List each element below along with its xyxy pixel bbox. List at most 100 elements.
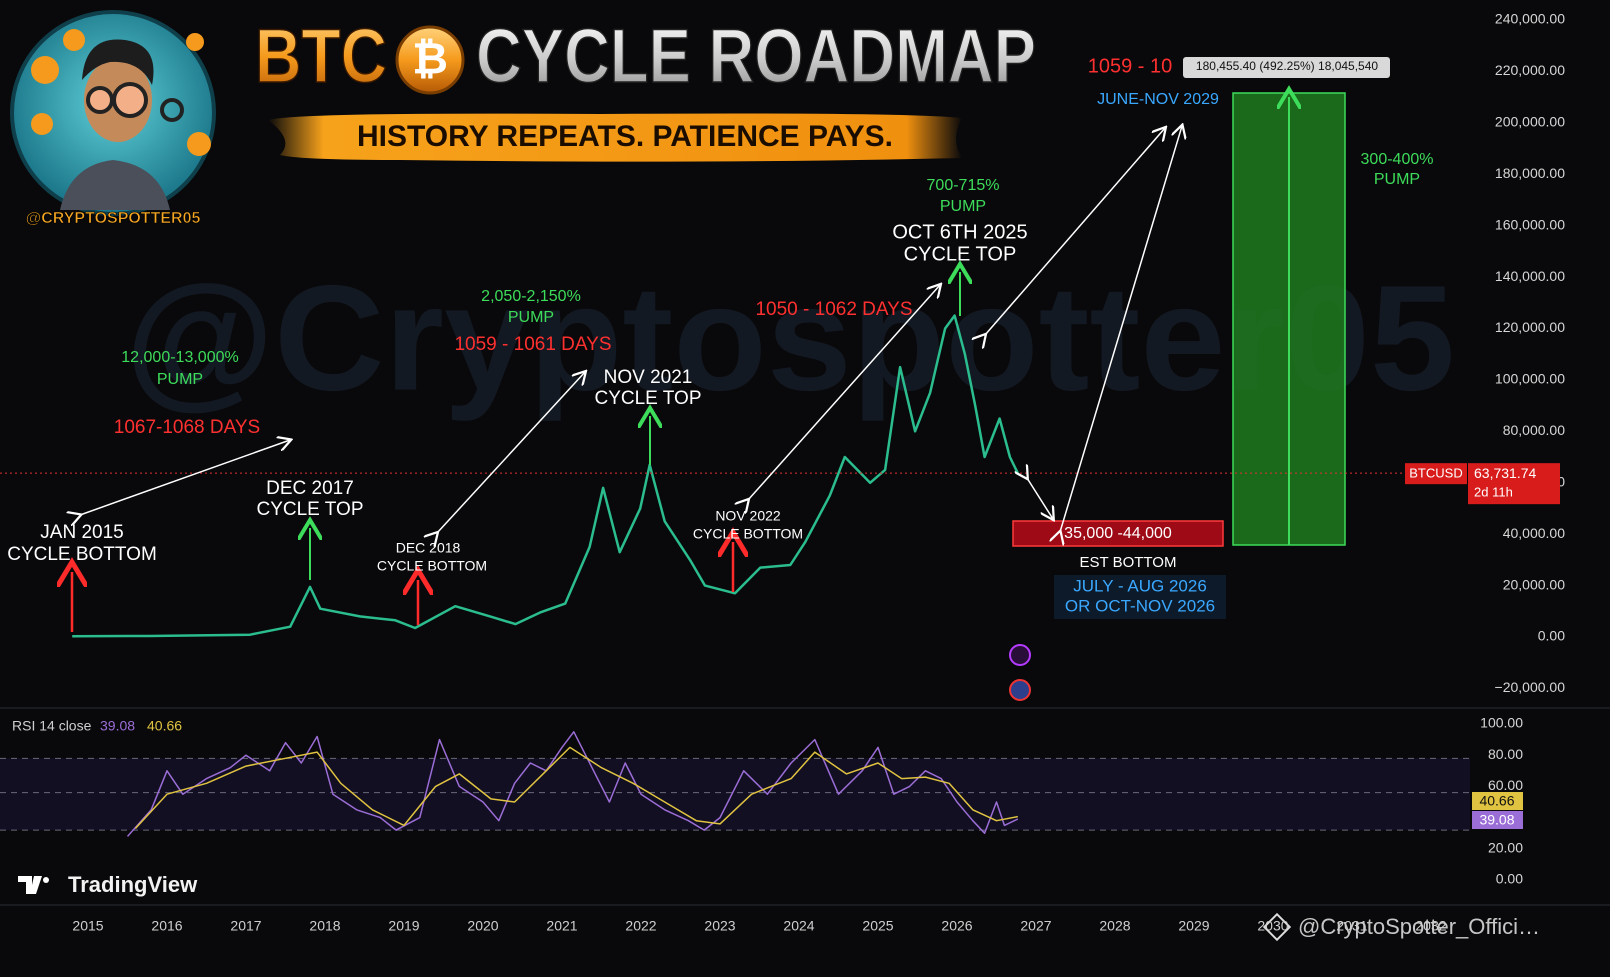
title-icon-coin [395, 25, 465, 95]
date-box [1054, 575, 1226, 619]
tradingview-brand: TradingView [68, 872, 198, 897]
y-tick-label: 20,000.00 [1503, 576, 1565, 592]
x-tick-label: 2022 [625, 918, 656, 934]
annotation: PUMP [1374, 171, 1420, 188]
x-tick-label: 2031 [1336, 918, 1367, 934]
rsi-badge-label: 40.66 [1479, 793, 1514, 809]
annotation: PUMP [508, 309, 554, 326]
y-tick-label: 0.00 [1496, 871, 1523, 887]
rsi-legend-value: 39.08 [100, 718, 135, 734]
y-tick-label: 20.00 [1488, 840, 1523, 856]
subtitle: HISTORY REPEATS. PATIENCE PAYS. [357, 120, 893, 153]
annotation: JUNE-NOV 2029 [1097, 91, 1219, 108]
annotation-arrow [748, 285, 940, 500]
annotation: 12,000-13,000% [121, 349, 238, 366]
series-line [72, 314, 1019, 638]
annotation-arrow [1027, 478, 1053, 519]
rsi-badge-label: 39.08 [1479, 812, 1514, 828]
y-tick-label: 180,000.00 [1495, 165, 1565, 181]
annotation: DEC 2017 [266, 478, 354, 499]
credit-icon [1262, 912, 1292, 942]
x-tick-label: 2030 [1257, 918, 1288, 934]
series-line [126, 731, 1019, 837]
annotation: CYCLE BOTTOM [377, 558, 487, 574]
x-tick-label: 2028 [1099, 918, 1130, 934]
annotation: OCT 6TH 2025 [892, 221, 1027, 243]
title-icon: ₿ [412, 35, 448, 84]
annotation: 700-715% [927, 177, 1000, 194]
x-tick-label: 2032 [1415, 918, 1446, 934]
y-tick-label: 40,000.00 [1503, 525, 1565, 541]
annotation: CYCLE TOP [904, 243, 1017, 265]
annotation: PUMP [940, 198, 986, 215]
annotation: OR OCT-NOV 2026 [1065, 596, 1215, 615]
annotation: 1050 - 1062 DAYS [755, 299, 912, 320]
y-tick-label: 200,000.00 [1495, 114, 1565, 130]
annotation: NOV 2022 [715, 508, 781, 524]
annotation: EST BOTTOM [1080, 554, 1177, 571]
countdown: 2d 11h [1474, 485, 1513, 500]
event-icon [1009, 679, 1031, 701]
annotation: CYCLE TOP [256, 499, 363, 520]
annotation: CYCLE BOTTOM [693, 526, 803, 542]
measure-box [1183, 57, 1390, 78]
y-tick-label: 140,000.00 [1495, 268, 1565, 284]
annotation: 180,455.40 (492.25%) 18,045,540 [1196, 59, 1378, 73]
last-price-label: 63,731.74 [1474, 465, 1536, 481]
price-badge [1468, 463, 1560, 505]
y-tick-label: 120,000.00 [1495, 319, 1565, 335]
annotation: JAN 2015 [40, 522, 123, 543]
y-tick-label: 100,000.00 [1495, 371, 1565, 387]
ticker-badge [1405, 463, 1467, 485]
y-tick-label: −20,000.00 [1495, 679, 1566, 695]
x-tick-label: 2023 [704, 918, 735, 934]
title-right: CYCLE ROADMAP [476, 14, 1036, 99]
x-tick-label: 2018 [309, 918, 340, 934]
ticker-label: BTCUSD [1409, 466, 1462, 481]
y-tick-label: 0.00 [1538, 628, 1565, 644]
rsi-legend-value: 40.66 [147, 718, 182, 734]
annotation: JULY - AUG 2026 [1073, 576, 1207, 595]
annotation: CYCLE TOP [594, 388, 701, 409]
annotation-arrow [437, 372, 585, 533]
y-tick-label: 240,000.00 [1495, 11, 1565, 27]
y-tick-label: 100.00 [1480, 715, 1523, 731]
x-tick-label: 2015 [72, 918, 103, 934]
x-tick-label: 2025 [862, 918, 893, 934]
subtitle-banner [268, 113, 962, 162]
handle: @CRYPTOSPOTTER05 [26, 210, 201, 227]
annotation: DEC 2018 [396, 540, 461, 556]
x-tick-label: 2024 [783, 918, 814, 934]
rsi-badge [1472, 792, 1523, 810]
annotation: 1059 - 1061 DAYS [454, 334, 611, 355]
annotation: 300-400% [1361, 151, 1434, 168]
rsi-title: RSI 14 close [12, 718, 92, 734]
rsi-badge [1472, 811, 1523, 829]
annotation: CYCLE BOTTOM [7, 544, 157, 565]
y-tick-label: 80,000.00 [1503, 422, 1565, 438]
credit: @CryptoSpotter_Offici… [1298, 914, 1540, 939]
y-tick-label: 80.00 [1488, 746, 1523, 762]
avatar [10, 10, 216, 216]
x-tick-label: 2029 [1178, 918, 1209, 934]
x-tick-label: 2027 [1020, 918, 1051, 934]
x-tick-label: 2016 [151, 918, 182, 934]
title-left: BTC [255, 14, 387, 99]
x-tick-label: 2026 [941, 918, 972, 934]
annotation: 1059 - 10 [1088, 55, 1173, 77]
annotation-arrow [80, 440, 290, 515]
y-tick-label: 60.00 [1488, 777, 1523, 793]
x-tick-label: 2017 [230, 918, 261, 934]
annotation-arrow [1060, 126, 1182, 532]
tradingview-logo [18, 876, 49, 894]
x-tick-label: 2019 [388, 918, 419, 934]
annotation: NOV 2021 [604, 367, 693, 388]
event-icon [1009, 644, 1031, 666]
annotation: 1067-1068 DAYS [114, 417, 260, 438]
x-tick-label: 2020 [467, 918, 498, 934]
rsi-band [0, 758, 1470, 831]
annotation: PUMP [157, 371, 203, 388]
annotation: 35,000 -44,000 [1064, 525, 1172, 542]
annotation: 2,050-2,150% [481, 288, 581, 305]
